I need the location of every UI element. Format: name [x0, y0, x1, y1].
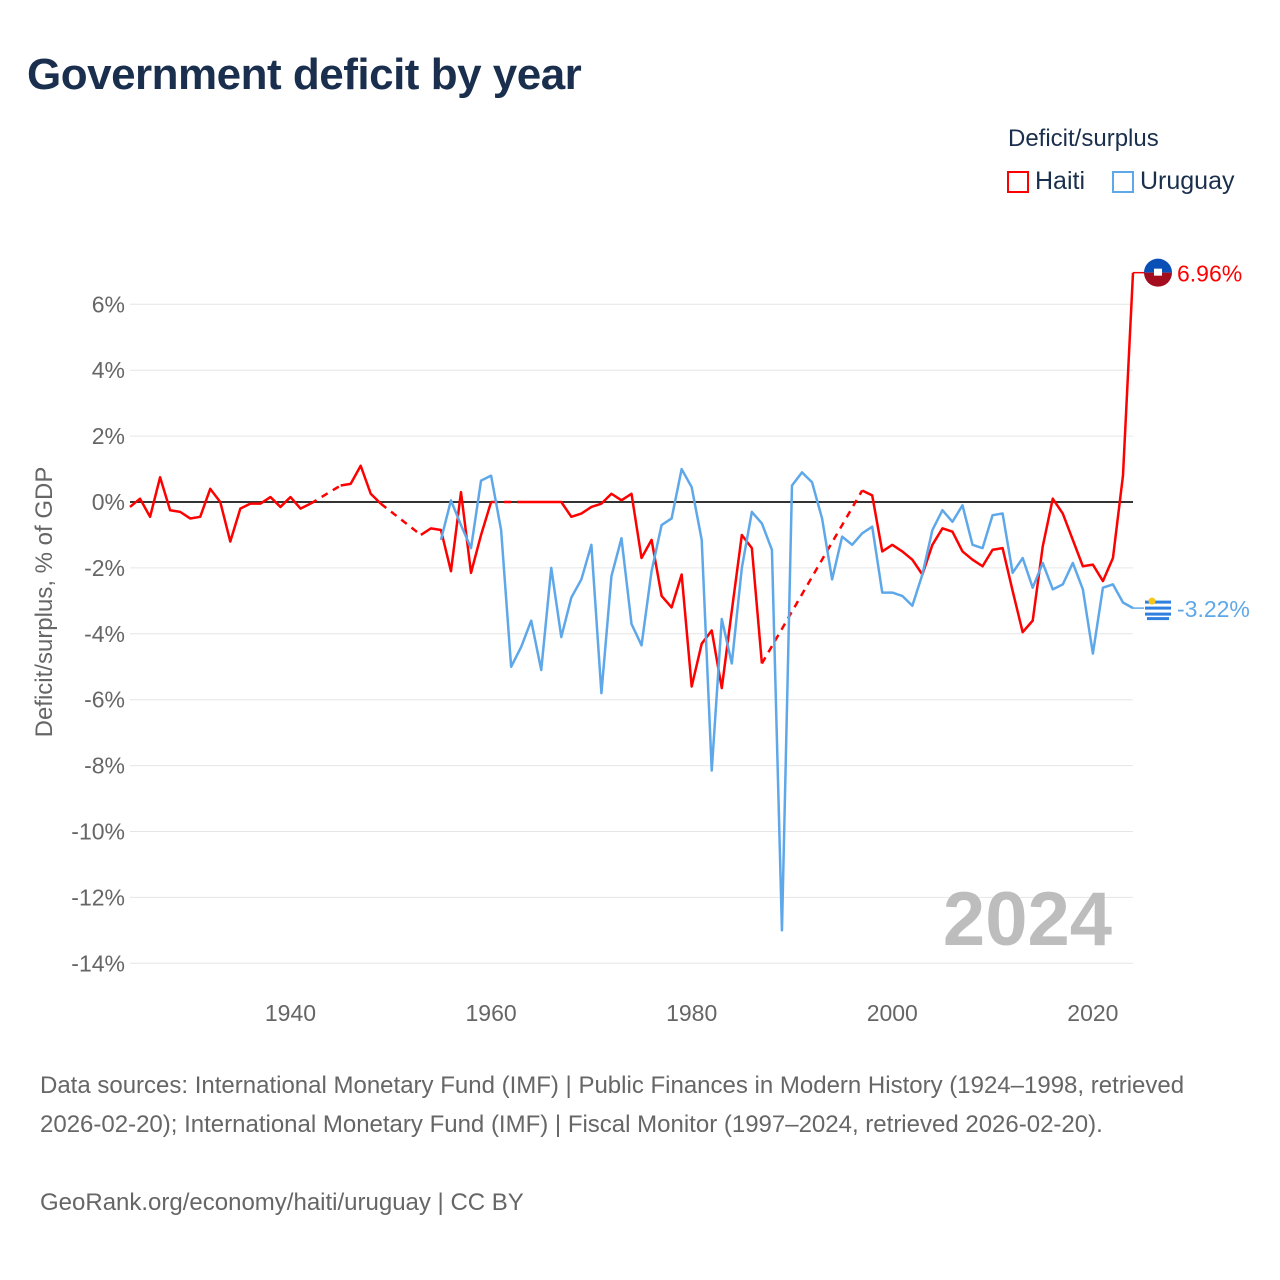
series-line-uruguay	[439, 467, 1134, 932]
x-tick-label: 2020	[1067, 1000, 1118, 1026]
series-line-haiti	[521, 492, 764, 690]
y-tick-label: 0%	[92, 489, 125, 515]
legend-item-uruguay[interactable]: Uruguay	[1112, 167, 1235, 196]
y-tick-label: 2%	[92, 423, 125, 449]
end-label-uruguay: -3.22%	[1177, 596, 1250, 622]
legend-swatch-haiti	[1007, 170, 1029, 193]
uruguay-flag-sun	[1148, 597, 1156, 605]
year-watermark: 2024	[943, 877, 1112, 962]
haiti-flag-emblem	[1154, 268, 1162, 276]
y-tick-label: -2%	[84, 555, 125, 581]
x-tick-label: 1940	[265, 1000, 316, 1026]
series-gap-haiti	[760, 489, 864, 665]
data-sources: Data sources: International Monetary Fun…	[40, 1072, 1185, 1138]
y-tick-label: 4%	[92, 357, 125, 383]
legend-item-haiti[interactable]: Haiti	[1007, 167, 1085, 196]
legend-label: Haiti	[1035, 167, 1086, 195]
haiti-flag-icon	[1144, 272, 1172, 287]
y-tick-label: -10%	[71, 819, 125, 845]
footer-link[interactable]: GeoRank.org/economy/haiti/uruguay | CC B…	[40, 1189, 524, 1216]
legend-title: Deficit/surplus	[1008, 125, 1159, 152]
legend-swatch-uruguay	[1112, 170, 1134, 193]
series-line-haiti	[340, 464, 382, 505]
series-gap-haiti	[309, 484, 342, 505]
x-tick-label: 2000	[867, 1000, 918, 1026]
uruguay-flag-stripe	[1145, 612, 1171, 616]
y-tick-label: -14%	[71, 950, 125, 976]
line-chart: 6% 4% 2% 0% -2% -4% -6% -8% -10% -12% -14% 1940 1960…	[31, 258, 1250, 1026]
haiti-flag-icon	[1144, 258, 1172, 273]
series-line-haiti	[129, 476, 312, 543]
legend-label: Uruguay	[1140, 167, 1235, 195]
series-gap-haiti	[379, 502, 422, 536]
uruguay-flag-stripe	[1145, 606, 1171, 610]
y-axis-label: Deficit/surplus, % of GDP	[31, 467, 58, 738]
x-tick-label: 1980	[666, 1000, 717, 1026]
uruguay-flag-stripe	[1145, 600, 1171, 604]
y-tick-label: -12%	[71, 884, 125, 910]
x-tick-label: 1960	[465, 1000, 516, 1026]
uruguay-flag-stripe	[1147, 617, 1169, 621]
y-tick-label: -4%	[84, 621, 125, 647]
end-label-haiti: 6.96%	[1177, 261, 1242, 287]
series-line-haiti	[861, 272, 1135, 634]
y-tick-label: 6%	[92, 291, 125, 317]
chart-title: Government deficit by year	[27, 50, 582, 99]
y-tick-label: -6%	[84, 687, 125, 713]
y-tick-label: -8%	[84, 753, 125, 779]
series-line-haiti	[420, 490, 493, 575]
